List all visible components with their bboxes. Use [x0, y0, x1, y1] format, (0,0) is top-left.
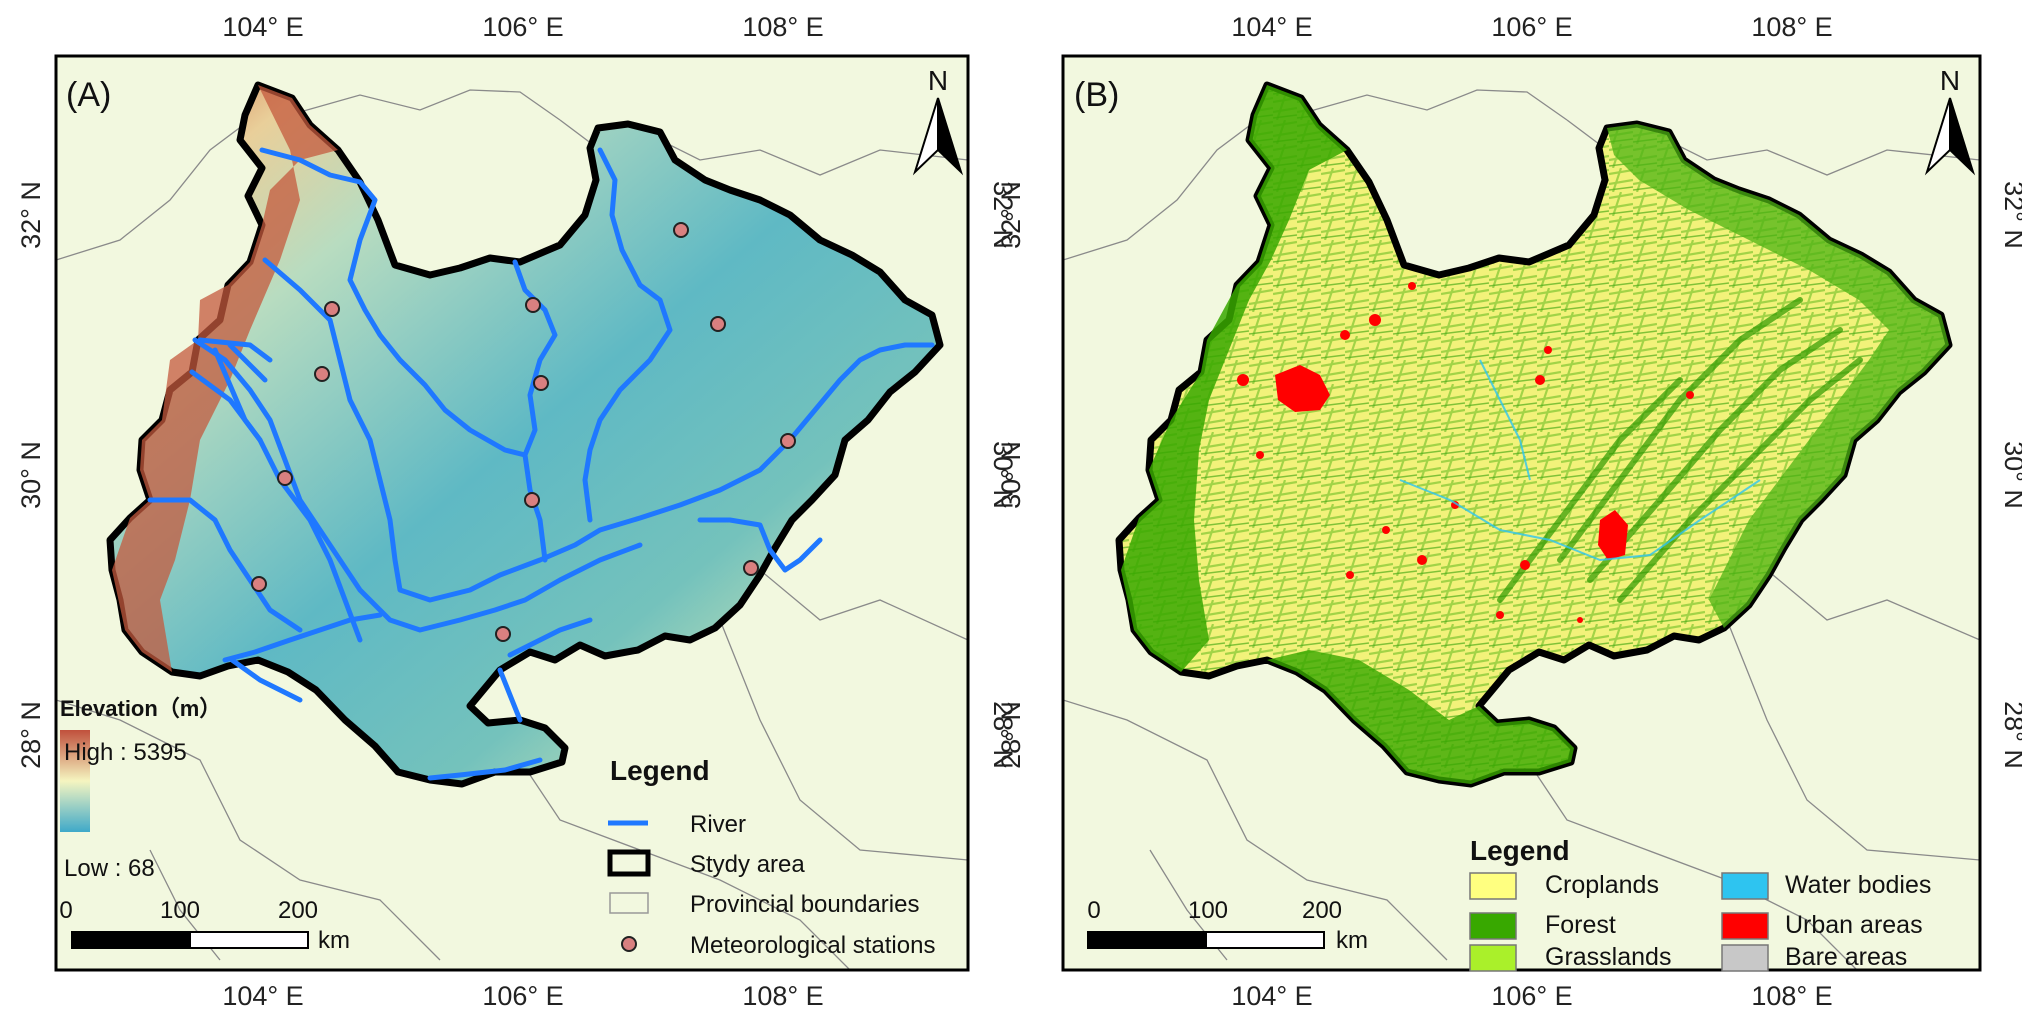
legend-item-label: Meteorological stations [690, 932, 935, 959]
panel-b-forest-east [1607, 124, 1949, 628]
panel-b-urban-areas [1237, 282, 1694, 623]
panel-a-label: (A) [66, 76, 111, 114]
station-marker [495, 626, 511, 642]
station-marker [533, 375, 549, 391]
legend-swatch-grasslands [1469, 944, 1517, 972]
station-marker [314, 366, 330, 382]
lon-tick-label: 106° E [1491, 981, 1572, 1011]
lat-tick-label: 30° N [996, 441, 1026, 509]
lat-tick-label: 28° N [1999, 701, 2022, 769]
station-marker [673, 222, 689, 238]
panel-a: (A) N Elevation（m） High : 5395 Low : 68 … [16, 12, 1018, 1011]
lat-tick-label: 30° N [1999, 441, 2022, 509]
lon-tick-label: 106° E [482, 981, 563, 1011]
scale-tick-label: 100 [160, 897, 200, 924]
legend-swatch-forest [1469, 912, 1517, 940]
legend-swatch-bare-areas [1721, 944, 1769, 972]
north-arrow-label: N [928, 65, 948, 96]
scale-unit: km [1336, 927, 1368, 954]
elevation-high-label: High : 5395 [64, 739, 187, 766]
legend-station-symbol [621, 936, 637, 952]
panel-b-forest-west [1121, 85, 1347, 672]
legend-item-label: Stydy area [690, 851, 805, 878]
elevation-title: Elevation（m） [60, 696, 221, 721]
panel-b-ridges [1497, 297, 1863, 603]
legend-item-label: River [690, 811, 746, 838]
lat-tick-label: 30° N [988, 441, 1018, 509]
panel-b-forest-south [1267, 650, 1574, 784]
panel-b-north-arrow: N [1924, 65, 1976, 176]
legend-item-label: Forest [1545, 911, 1616, 939]
panel-b-coordinate-ticks: 104° E 106° E 108° E 104° E 106° E 108° … [996, 12, 2022, 1011]
panel-a-coordinate-ticks: 104° E 106° E 108° E 104° E 106° E 108° … [16, 12, 1018, 1011]
station-marker [324, 301, 340, 317]
scale-tick-label: 100 [1188, 897, 1228, 924]
panel-a-elevation-legend: Elevation（m） High : 5395 Low : 68 [60, 696, 221, 882]
lon-tick-label: 106° E [482, 12, 563, 42]
lat-tick-label: 32° N [16, 181, 46, 249]
panel-b-frame [1061, 54, 1982, 972]
station-marker [277, 470, 293, 486]
lon-tick-label: 104° E [1231, 12, 1312, 42]
lon-tick-label: 106° E [1491, 12, 1572, 42]
north-arrow-label: N [1940, 65, 1960, 96]
urban-chengdu [1275, 365, 1330, 412]
lon-tick-label: 104° E [1231, 981, 1312, 1011]
panel-a-scale-bar: 0 100 200 km [59, 897, 350, 954]
scale-tick-label: 200 [278, 897, 318, 924]
panel-b-label: (B) [1074, 76, 1119, 114]
lon-tick-label: 108° E [1751, 12, 1832, 42]
scale-tick-label: 0 [1087, 897, 1100, 924]
station-marker [525, 297, 541, 313]
panel-a-frame [54, 54, 970, 972]
lon-tick-label: 108° E [742, 981, 823, 1011]
panel-b: (B) N 0 100 200 km Legend Croplands Wate… [996, 12, 2022, 1011]
elevation-low-label: Low : 68 [64, 855, 155, 882]
legend-item-label: Urban areas [1785, 911, 1923, 939]
lat-tick-label: 28° N [996, 701, 1026, 769]
station-marker [251, 576, 267, 592]
lat-tick-label: 28° N [988, 701, 1018, 769]
legend-swatch-water-bodies [1721, 872, 1769, 900]
legend-study-area-symbol [607, 849, 651, 877]
legend-item-label: Bare areas [1785, 943, 1907, 971]
elevation-color-ramp [60, 730, 90, 832]
urban-chongqing [1598, 510, 1628, 560]
panel-a-north-arrow: N [912, 65, 964, 176]
legend-item-label: Water bodies [1785, 871, 1931, 899]
legend-item-label: Croplands [1545, 871, 1659, 899]
legend-boundary-symbol [609, 892, 649, 914]
lon-tick-label: 108° E [1751, 981, 1832, 1011]
lat-tick-label: 28° N [16, 701, 46, 769]
lat-tick-label: 32° N [996, 181, 1026, 249]
station-marker [743, 560, 759, 576]
panel-a-meteorological-stations [251, 222, 796, 642]
legend-title: Legend [1470, 835, 1570, 866]
lon-tick-label: 104° E [222, 981, 303, 1011]
panel-b-water-bodies [1399, 359, 1761, 562]
legend-swatch-urban-areas [1721, 912, 1769, 940]
scale-unit: km [318, 927, 350, 954]
scale-tick-label: 200 [1302, 897, 1342, 924]
legend-swatch-croplands [1469, 872, 1517, 900]
lat-tick-label: 32° N [988, 181, 1018, 249]
lat-tick-label: 30° N [16, 441, 46, 509]
scale-tick-label: 0 [59, 897, 72, 924]
legend-item-label: Provincial boundaries [690, 891, 919, 918]
panel-a-rivers [147, 147, 935, 781]
lon-tick-label: 108° E [742, 12, 823, 42]
legend-title: Legend [610, 755, 710, 786]
station-marker [524, 492, 540, 508]
legend-item-label: Grasslands [1545, 943, 1671, 971]
lat-tick-label: 32° N [1999, 181, 2022, 249]
station-marker [710, 316, 726, 332]
panel-b-scale-bar: 0 100 200 km [1087, 897, 1368, 954]
panel-b-legend: Legend Croplands Water bodies Forest Urb… [1469, 835, 1931, 972]
panel-a-legend: Legend River Stydy area Provincial bound… [607, 755, 935, 959]
station-marker [780, 433, 796, 449]
lon-tick-label: 104° E [222, 12, 303, 42]
